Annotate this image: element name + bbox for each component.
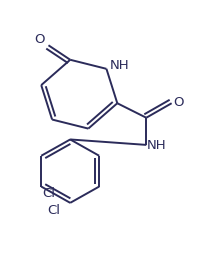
- Text: O: O: [34, 33, 45, 46]
- Text: Cl: Cl: [42, 187, 55, 200]
- Text: Cl: Cl: [47, 204, 60, 217]
- Text: NH: NH: [146, 139, 166, 152]
- Text: NH: NH: [109, 59, 129, 72]
- Text: O: O: [174, 96, 184, 109]
